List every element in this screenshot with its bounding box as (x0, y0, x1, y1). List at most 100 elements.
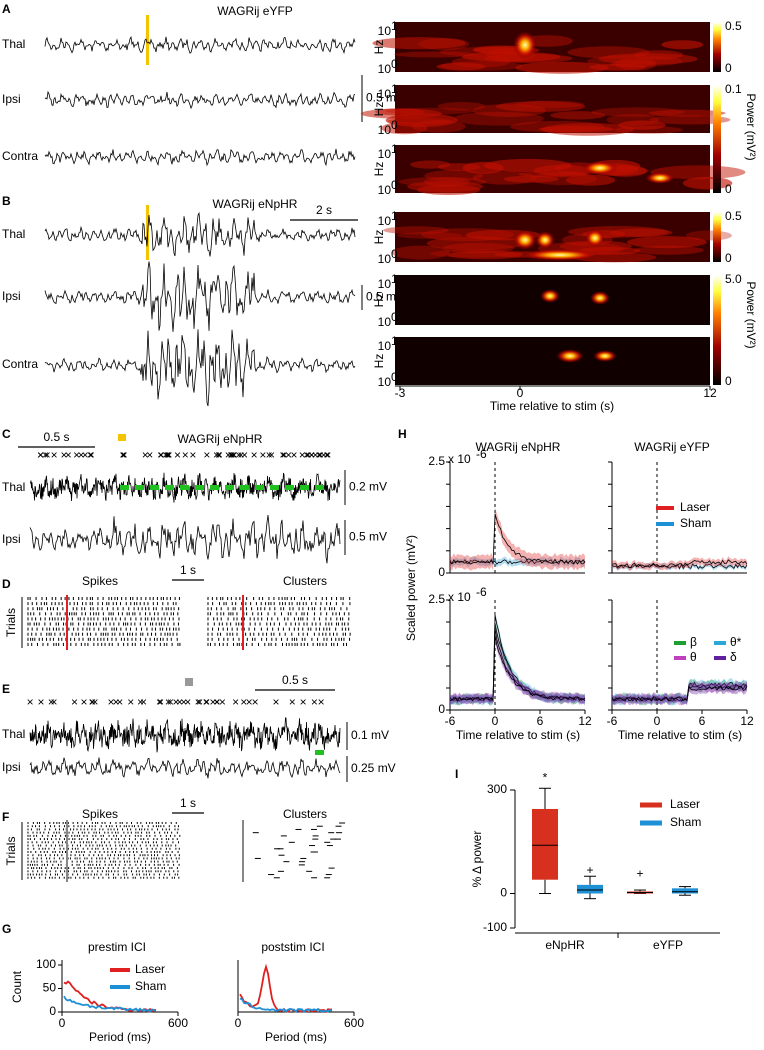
spike-marker: × (323, 448, 330, 462)
spectral-band (610, 228, 673, 237)
spike-marker: × (50, 695, 57, 709)
cluster-bar (255, 485, 264, 490)
spike-marker: × (238, 448, 245, 462)
spectral-band (589, 63, 647, 71)
axis-label: Hz (372, 102, 386, 117)
raster-title: Clusters (283, 574, 327, 588)
tick-label: 12 (740, 714, 754, 728)
colorbar-label: 0 (725, 182, 732, 196)
spike-marker: × (78, 448, 85, 462)
spike-marker: × (291, 448, 298, 462)
mean-trace (611, 684, 748, 703)
spectral-band (372, 37, 466, 50)
channel-label: Thal (2, 227, 25, 241)
tick-label: 10 (378, 62, 392, 76)
spectral-band (396, 232, 463, 239)
spike-marker: × (252, 695, 259, 709)
spectral-band (633, 245, 704, 255)
spike-marker: × (37, 695, 44, 709)
spike-marker: × (305, 448, 312, 462)
cluster-bar (300, 485, 309, 490)
channel-label: Ipsi (2, 760, 21, 774)
spectral-peak (590, 291, 610, 305)
axis-label: Hz (372, 293, 386, 308)
group-label: eNpHR (545, 938, 585, 952)
axis-label: Time relative to stim (s) (490, 399, 614, 413)
spike-marker: × (51, 448, 58, 462)
channel-label: Contra (2, 357, 38, 371)
tick-label: 12 (703, 386, 717, 400)
spike-marker: × (216, 448, 223, 462)
spectral-band (649, 115, 731, 125)
spectral-band (515, 61, 609, 74)
stim-bar (146, 15, 149, 65)
tick-label: -6 (607, 714, 618, 728)
cluster-bar (285, 485, 294, 490)
spike-marker: × (317, 448, 324, 462)
scale-label: 0.25 mV (351, 761, 396, 775)
spike-marker: × (219, 695, 226, 709)
channel-label: Ipsi (2, 532, 21, 546)
spectral-band (410, 160, 451, 169)
axis-label: Period (ms) (89, 1030, 151, 1044)
spike-marker: × (196, 695, 203, 709)
spike-marker: × (318, 695, 325, 709)
legend-label: Laser (670, 797, 700, 811)
spike-marker: × (48, 695, 55, 709)
spike-marker: × (174, 448, 181, 462)
colorbar (713, 212, 721, 262)
tick-label: 600 (168, 1016, 188, 1030)
tick-label: 6 (537, 714, 544, 728)
spike-marker: × (27, 695, 34, 709)
cluster-bar (165, 485, 174, 490)
spike-marker: × (173, 695, 180, 709)
colorbar-label: 0.1 (725, 82, 742, 96)
tick-label: 0 (391, 178, 398, 192)
axis-label: Hz (372, 230, 386, 245)
spike-marker: × (167, 695, 174, 709)
colorbar-label: 0.5 (725, 19, 742, 33)
spectral-band (610, 59, 656, 68)
spike-marker: × (113, 695, 120, 709)
trace (29, 717, 341, 753)
spike-marker: × (308, 448, 315, 462)
mean-trace (449, 558, 586, 565)
scale-label: 0.5 mV (366, 91, 404, 105)
tick-label: 1 (391, 272, 398, 286)
tick-label: 1 (391, 82, 398, 96)
legend-label: Laser (135, 962, 165, 976)
spike-marker: × (228, 448, 235, 462)
tick-label: 0 (235, 1016, 242, 1030)
spike-marker: × (176, 695, 183, 709)
group-label: eYFP (653, 938, 683, 952)
spike-marker: × (189, 448, 196, 462)
y-tick-label: -100 (483, 920, 507, 934)
plot-title: WAGRij eYFP (634, 440, 710, 454)
box (577, 884, 603, 894)
spike-marker: × (251, 448, 258, 462)
spike-marker: × (73, 448, 80, 462)
error-band (450, 631, 585, 706)
spike-marker: × (320, 448, 327, 462)
spike-marker: × (184, 695, 191, 709)
histogram-trace (63, 995, 157, 1013)
spike-marker: × (299, 448, 306, 462)
spike-marker: × (91, 695, 98, 709)
error-band (612, 561, 747, 571)
spike-marker: × (140, 695, 147, 709)
mean-trace (449, 628, 586, 702)
channel-label: Ipsi (2, 92, 21, 106)
spectral-peak (513, 31, 537, 59)
scale-label: 0.5 s (43, 430, 69, 444)
spike-marker: × (279, 448, 286, 462)
panel-label: H (398, 427, 407, 441)
scale-label: 0.1 mV (351, 728, 389, 742)
spike-marker: × (121, 448, 128, 462)
spectral-band (383, 226, 449, 235)
axis-label: Time relative to stim (s) (456, 728, 580, 742)
tick-label: 1 (391, 142, 398, 156)
stim-bar (185, 678, 193, 686)
spike-marker: × (213, 695, 220, 709)
tick-label: 0 (654, 714, 661, 728)
channel-label: Thal (2, 727, 25, 741)
